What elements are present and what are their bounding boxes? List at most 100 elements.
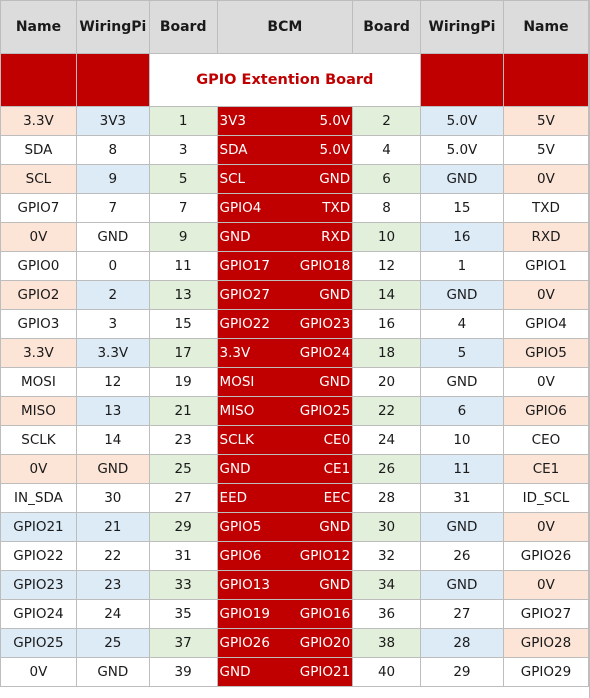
pin-board-right: 6 <box>352 164 421 194</box>
pin-board-left: 11 <box>148 251 218 281</box>
pin-wiringpi-left: 23 <box>75 570 150 600</box>
pin-wiringpi-right: 5.0V <box>419 135 504 165</box>
pin-board-right: 16 <box>352 309 421 339</box>
pin-bcm-right: GPIO23 <box>284 309 354 339</box>
pin-bcm-left: GPIO27 <box>216 280 285 310</box>
pin-row: GPIO24 24 35 GPIO19 GPIO16 36 27 GPIO27 <box>0 599 590 629</box>
pin-name-left: SCLK <box>0 425 77 455</box>
pin-board-right: 20 <box>352 367 421 397</box>
pin-name-left: MOSI <box>0 367 77 397</box>
pin-name-right: GPIO27 <box>502 599 590 629</box>
pin-board-left: 35 <box>148 599 218 629</box>
board-title: GPIO Extention Board <box>148 53 421 107</box>
pin-name-right: RXD <box>502 222 590 252</box>
pin-bcm-right: 5.0V <box>284 135 354 165</box>
pin-board-right: 18 <box>352 338 421 368</box>
pin-bcm-left: GPIO5 <box>216 512 285 542</box>
pin-bcm-left: MOSI <box>216 367 285 397</box>
pin-name-left: GPIO23 <box>0 570 77 600</box>
pin-name-right: CE1 <box>502 454 590 484</box>
pin-bcm-right: CE0 <box>284 425 354 455</box>
pin-name-left: 0V <box>0 222 77 252</box>
pin-board-right: 10 <box>352 222 421 252</box>
pin-name-right: 0V <box>502 570 590 600</box>
pin-bcm-right: TXD <box>284 193 354 223</box>
pin-wiringpi-left: 30 <box>75 483 150 513</box>
pin-wiringpi-left: 21 <box>75 512 150 542</box>
pin-bcm-left: EED <box>216 483 285 513</box>
title-red-block <box>502 53 590 107</box>
pin-wiringpi-left: GND <box>75 657 150 687</box>
pin-bcm-left: GND <box>216 657 285 687</box>
pin-name-left: GPIO0 <box>0 251 77 281</box>
header-name-left: Name <box>0 0 77 54</box>
pin-row: GPIO21 21 29 GPIO5 GND 30 GND 0V <box>0 512 590 542</box>
pin-name-right: 5V <box>502 106 590 136</box>
pin-row: 3.3V 3V3 1 3V3 5.0V 2 5.0V 5V <box>0 106 590 136</box>
pin-name-right: GPIO4 <box>502 309 590 339</box>
pin-board-right: 22 <box>352 396 421 426</box>
pin-bcm-left: SDA <box>216 135 285 165</box>
pin-wiringpi-right: 1 <box>419 251 504 281</box>
pin-name-left: SCL <box>0 164 77 194</box>
pin-name-left: IN_SDA <box>0 483 77 513</box>
pin-name-right: GPIO28 <box>502 628 590 658</box>
pin-board-left: 19 <box>148 367 218 397</box>
pin-board-left: 7 <box>148 193 218 223</box>
pin-bcm-right: GND <box>284 512 354 542</box>
pin-name-right: 5V <box>502 135 590 165</box>
pin-bcm-left: GPIO22 <box>216 309 285 339</box>
pin-bcm-right: GPIO25 <box>284 396 354 426</box>
pin-wiringpi-left: 25 <box>75 628 150 658</box>
pin-bcm-right: GPIO20 <box>284 628 354 658</box>
pin-name-left: GPIO24 <box>0 599 77 629</box>
pin-row: 0V GND 25 GND CE1 26 11 CE1 <box>0 454 590 484</box>
pin-wiringpi-right: 6 <box>419 396 504 426</box>
pin-wiringpi-left: 13 <box>75 396 150 426</box>
pin-board-left: 9 <box>148 222 218 252</box>
pin-board-right: 8 <box>352 193 421 223</box>
header-bcm: BCM <box>216 0 354 54</box>
pin-row: SCLK 14 23 SCLK CE0 24 10 CEO <box>0 425 590 455</box>
pin-name-left: 0V <box>0 454 77 484</box>
pin-bcm-left: GPIO13 <box>216 570 285 600</box>
pin-bcm-right: GPIO21 <box>284 657 354 687</box>
title-red-block <box>75 53 150 107</box>
pin-wiringpi-right: 5 <box>419 338 504 368</box>
pin-bcm-right: GND <box>284 367 354 397</box>
pin-row: SDA 8 3 SDA 5.0V 4 5.0V 5V <box>0 135 590 165</box>
pin-bcm-right: GPIO24 <box>284 338 354 368</box>
pin-row: GPIO0 0 11 GPIO17 GPIO18 12 1 GPIO1 <box>0 251 590 281</box>
pin-board-left: 31 <box>148 541 218 571</box>
pin-row: 0V GND 9 GND RXD 10 16 RXD <box>0 222 590 252</box>
pin-wiringpi-left: 14 <box>75 425 150 455</box>
pin-name-right: 0V <box>502 367 590 397</box>
pin-bcm-left: GPIO19 <box>216 599 285 629</box>
pin-board-left: 13 <box>148 280 218 310</box>
pin-bcm-right: GPIO16 <box>284 599 354 629</box>
pin-bcm-left: 3V3 <box>216 106 285 136</box>
title-row: GPIO Extention Board <box>0 53 590 107</box>
pin-board-left: 15 <box>148 309 218 339</box>
pin-board-right: 14 <box>352 280 421 310</box>
pin-row: MOSI 12 19 MOSI GND 20 GND 0V <box>0 367 590 397</box>
pin-bcm-left: GND <box>216 454 285 484</box>
pin-rows: 3.3V 3V3 1 3V3 5.0V 2 5.0V 5V SDA 8 3 SDA 5.0V 4 5.0V 5… <box>0 106 590 687</box>
pin-board-right: 4 <box>352 135 421 165</box>
pin-wiringpi-right: 16 <box>419 222 504 252</box>
pin-row: GPIO22 22 31 GPIO6 GPIO12 32 26 GPIO26 <box>0 541 590 571</box>
pin-board-left: 33 <box>148 570 218 600</box>
pin-row: 0V GND 39 GND GPIO21 40 29 GPIO29 <box>0 657 590 687</box>
pin-bcm-right: RXD <box>284 222 354 252</box>
pin-name-right: CEO <box>502 425 590 455</box>
pin-wiringpi-left: 7 <box>75 193 150 223</box>
pin-name-right: GPIO29 <box>502 657 590 687</box>
pin-bcm-right: 5.0V <box>284 106 354 136</box>
pin-name-right: GPIO1 <box>502 251 590 281</box>
pin-bcm-right: CE1 <box>284 454 354 484</box>
pin-board-left: 29 <box>148 512 218 542</box>
pin-bcm-right: GPIO12 <box>284 541 354 571</box>
pin-board-left: 39 <box>148 657 218 687</box>
pin-wiringpi-right: GND <box>419 367 504 397</box>
pin-name-left: GPIO25 <box>0 628 77 658</box>
